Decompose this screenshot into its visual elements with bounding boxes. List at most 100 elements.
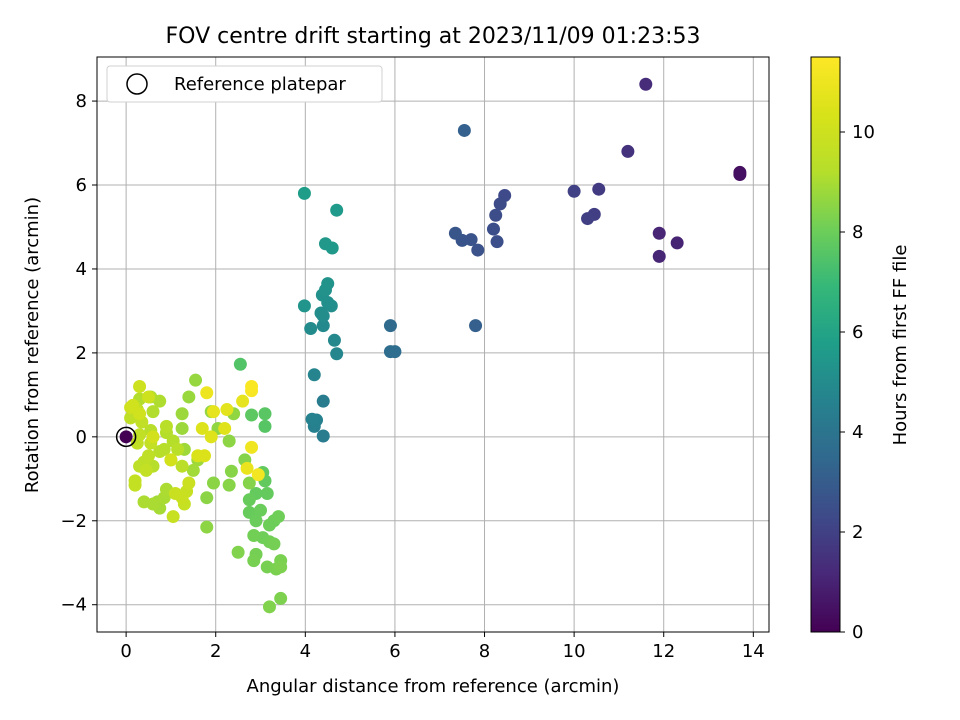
data-point [142,449,156,463]
x-axis-label: Angular distance from reference (arcmin) [247,676,620,697]
data-point [198,449,212,463]
data-point [245,408,259,422]
legend-marker [126,73,148,95]
data-point [224,464,238,478]
data-point [251,468,265,482]
data-point [206,405,220,419]
data-point [262,600,276,614]
data-point [175,407,189,421]
legend-box [106,65,383,103]
y-axis-ticks: −4 −2 0 2 4 6 8 [60,91,97,616]
y-tick-label: 0 [76,427,87,448]
data-point [254,503,268,517]
data-point [567,184,581,198]
data-point [258,419,272,433]
data-point [240,461,254,475]
colorbar-ticks: 0 2 4 6 8 10 [840,122,875,643]
data-point [142,390,156,404]
data-point [639,77,653,91]
data-point [327,333,341,347]
colorbar-gradient [810,56,841,633]
data-point [130,436,144,450]
data-point [733,168,747,182]
data-point [258,407,272,421]
chart-title: FOV centre drift starting at 2023/11/09 … [166,24,701,49]
data-point [305,412,319,426]
data-point [316,319,330,333]
data-point [245,379,259,393]
data-point [200,520,214,534]
y-tick-label: 4 [76,259,87,280]
data-point [182,390,196,404]
data-point [222,478,236,492]
data-point [274,560,288,574]
data-point [175,459,189,473]
data-point [220,403,234,417]
data-point [307,368,321,382]
data-point [325,241,339,255]
data-point [249,514,263,528]
x-tick-label: 2 [210,641,221,662]
data-point [164,453,178,467]
colorbar-tick-label: 2 [852,522,863,543]
data-point [218,421,232,435]
x-tick-label: 6 [389,641,400,662]
data-point [182,476,196,490]
x-tick-label: 10 [563,641,586,662]
data-point [581,212,595,226]
y-tick-label: −2 [60,511,87,532]
data-point [486,222,500,236]
data-point [383,319,397,333]
colorbar-label: Hours from first FF file [890,245,911,446]
legend: Reference platepar [106,65,383,103]
data-point [330,347,344,361]
data-point [271,510,285,524]
data-point [652,249,666,263]
data-point [297,186,311,200]
data-point [304,322,318,336]
data-point [168,486,182,500]
data-point [247,554,261,568]
data-point [171,442,185,456]
colorbar-tick-label: 0 [852,622,863,643]
x-tick-label: 8 [479,641,490,662]
y-tick-label: −4 [60,595,87,616]
data-point [592,182,606,196]
data-point [233,357,247,371]
data-point [175,421,189,435]
data-point [652,226,666,240]
x-tick-label: 12 [652,641,675,662]
x-tick-label: 14 [742,641,765,662]
colorbar-tick-label: 4 [852,422,863,443]
y-tick-label: 6 [76,175,87,196]
data-point [448,226,462,240]
data-point [222,434,236,448]
colorbar-tick-label: 8 [852,222,863,243]
data-point [200,491,214,505]
data-point [159,419,173,433]
plot-frame [96,56,770,633]
data-point [242,476,256,490]
x-tick-label: 4 [300,641,311,662]
reference-marker [115,426,137,448]
data-point [457,123,471,137]
data-point [493,197,507,211]
data-point [139,463,153,477]
data-point [146,430,160,444]
data-point [133,407,147,421]
data-point [128,474,142,488]
x-tick-label: 0 [120,641,131,662]
data-point [245,440,259,454]
data-point [670,236,684,250]
x-axis-ticks: 0 2 4 6 8 10 12 14 [120,632,765,662]
data-point [146,405,160,419]
data-point [490,235,504,249]
data-point [133,379,147,393]
data-points [119,77,747,614]
colorbar: 0 2 4 6 8 10 Hours from first FF file [810,56,911,643]
data-point [267,537,281,551]
data-point [153,445,167,459]
data-point [621,144,635,158]
reference-point-marker [115,426,137,448]
